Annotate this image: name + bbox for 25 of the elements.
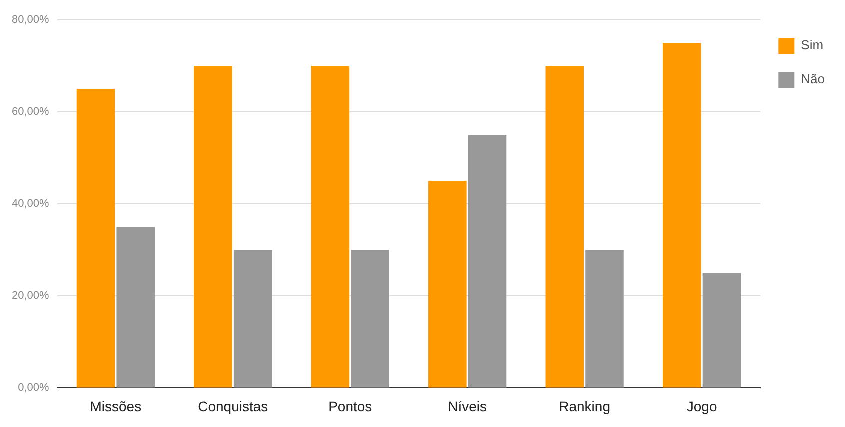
bar bbox=[234, 250, 272, 388]
y-tick-label: 0,00% bbox=[18, 382, 50, 394]
bar bbox=[76, 89, 116, 388]
bar bbox=[468, 135, 507, 388]
y-tick-label: 40,00% bbox=[12, 198, 50, 210]
bar bbox=[662, 43, 702, 388]
x-tick-label: Jogo bbox=[686, 398, 718, 414]
bar bbox=[546, 66, 584, 388]
x-tick-label: Níveis bbox=[448, 398, 488, 414]
bar bbox=[351, 250, 390, 388]
y-tick-label: 60,00% bbox=[12, 106, 50, 118]
bar bbox=[586, 250, 624, 388]
y-tick-label: 80,00% bbox=[12, 14, 50, 26]
y-tick-label: 20,00% bbox=[12, 290, 50, 302]
bar bbox=[311, 66, 350, 388]
bar bbox=[116, 227, 155, 388]
x-tick-label: Ranking bbox=[559, 398, 611, 414]
bar bbox=[702, 273, 742, 388]
x-tick-label: Pontos bbox=[328, 398, 372, 414]
legend-label: Sim bbox=[801, 38, 824, 53]
x-tick-label: Conquistas bbox=[198, 398, 268, 414]
legend-label: Não bbox=[801, 72, 826, 87]
bar bbox=[194, 66, 232, 388]
x-tick-label: Missões bbox=[90, 398, 142, 414]
bar bbox=[428, 181, 467, 388]
